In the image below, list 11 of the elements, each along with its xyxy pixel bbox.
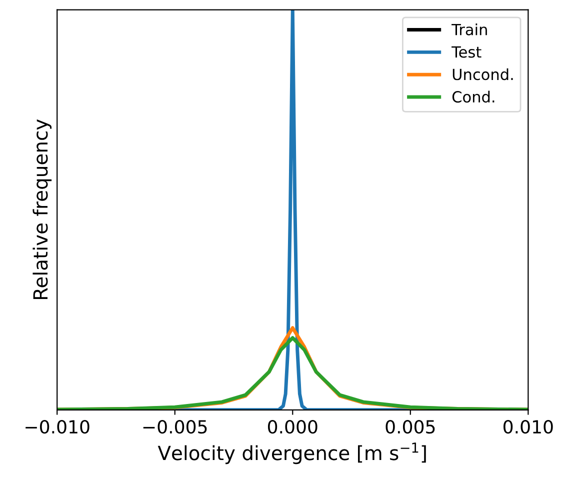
y-axis-title: Relative frequency <box>32 119 52 299</box>
x-axis-title: Velocity divergence [m s$^{−1}$] <box>158 442 426 464</box>
legend-label: Uncond. <box>452 68 513 80</box>
x-tick-label: −0.010 <box>26 420 90 434</box>
x-tick-label: 0.005 <box>386 420 435 434</box>
x-tick-label: −0.005 <box>143 420 207 434</box>
legend-label: Cond. <box>452 90 494 103</box>
x-tick-label: 0.010 <box>504 420 553 434</box>
legend-label: Test <box>452 46 482 58</box>
legend-label: Train <box>452 24 487 36</box>
x-tick-label: 0.000 <box>268 420 318 434</box>
